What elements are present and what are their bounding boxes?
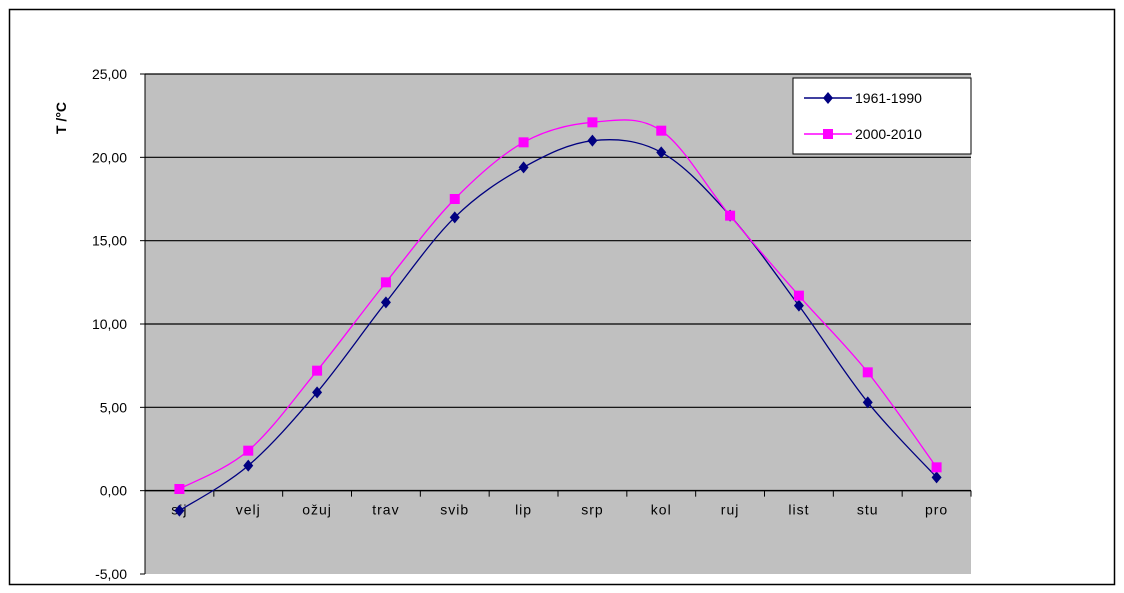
data-point — [312, 386, 323, 399]
y-tick-label: 15,00 — [92, 233, 127, 249]
data-point — [725, 210, 736, 221]
data-point — [793, 290, 804, 301]
y-tick-labels: -5,00 0,00 5,00 10,00 15,00 20,00 25,00 — [92, 66, 127, 582]
data-point — [380, 296, 391, 309]
legend-marker — [823, 92, 833, 104]
series-line — [179, 139, 938, 512]
data-point — [518, 161, 529, 174]
x-tick-label: kol — [651, 502, 672, 518]
series-lines — [174, 117, 942, 517]
x-tick-label: ožuj — [302, 502, 332, 518]
x-tick-label: pro — [925, 502, 948, 518]
x-tick-label: stu — [857, 502, 879, 518]
x-tick-label: list — [788, 502, 809, 518]
data-point — [243, 459, 254, 472]
legend-marker — [823, 129, 833, 139]
data-point — [243, 445, 254, 456]
legend-label: 2000-2010 — [855, 126, 922, 142]
data-point — [380, 277, 391, 288]
y-axis-label: T /°C — [53, 102, 69, 134]
data-point — [931, 462, 942, 473]
data-point — [587, 117, 598, 128]
data-point — [862, 367, 873, 378]
data-point — [174, 504, 185, 517]
y-tick-label: 0,00 — [100, 483, 127, 499]
axes — [140, 73, 972, 575]
y-tick-label: 5,00 — [100, 399, 127, 415]
legend-label: 1961-1990 — [855, 90, 922, 106]
data-point — [449, 211, 460, 224]
y-tick-label: 25,00 — [92, 66, 127, 82]
data-point — [793, 299, 804, 312]
data-point — [174, 484, 185, 494]
x-tick-label: lip — [515, 502, 532, 518]
x-tick-label: srp — [581, 502, 603, 518]
data-point — [587, 134, 598, 147]
data-point — [656, 146, 667, 159]
x-tick-labels: sijveljožujtravsviblipsrpkolrujliststupr… — [171, 502, 948, 518]
legend: 1961-1990 2000-2010 — [792, 77, 972, 155]
data-point — [656, 125, 667, 136]
x-tick-label: velj — [236, 502, 261, 518]
data-point — [862, 396, 873, 409]
y-tick-label: 10,00 — [92, 316, 127, 332]
x-tick-label: ruj — [721, 502, 740, 518]
series-1961-1990 — [174, 134, 942, 517]
y-tick-label: 20,00 — [92, 149, 127, 165]
legend-box — [792, 77, 972, 155]
data-point — [312, 365, 323, 376]
data-point — [449, 194, 460, 204]
series-2000-2010 — [174, 117, 942, 494]
x-tick-label: svib — [440, 502, 469, 518]
gridlines — [145, 73, 971, 408]
y-tick-label: -5,00 — [95, 566, 127, 582]
x-tick-label: trav — [372, 502, 399, 518]
data-point — [931, 471, 942, 484]
data-point — [518, 137, 529, 148]
